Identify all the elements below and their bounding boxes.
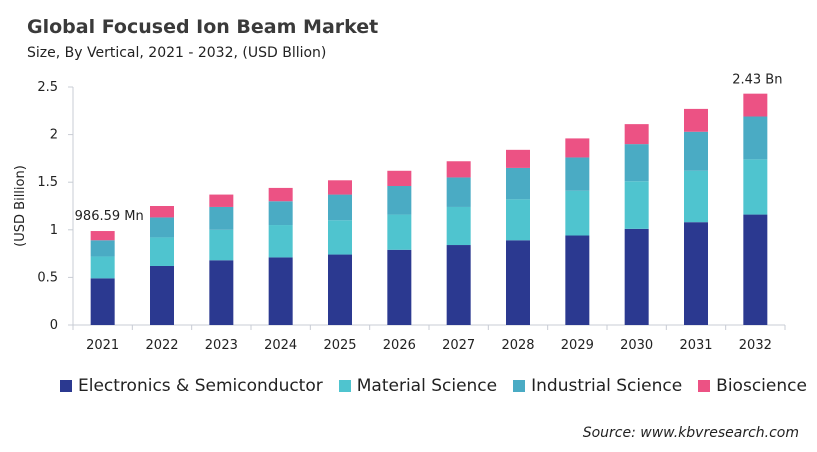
bar-segment	[328, 220, 352, 255]
bar-segment	[268, 225, 293, 258]
bar-segment	[209, 206, 234, 230]
bar-segment	[624, 124, 649, 145]
legend-item: Industrial Science	[513, 376, 682, 396]
legend-swatch	[60, 380, 72, 392]
bar-segment	[90, 231, 115, 241]
legend-item: Bioscience	[698, 376, 807, 396]
y-tick-label: 2.5	[37, 80, 58, 95]
bar-segment	[506, 167, 530, 200]
y-tick-label: 2	[50, 128, 58, 143]
x-tick-label: 2024	[264, 338, 297, 353]
bar-segment	[150, 206, 174, 218]
bar-segment	[446, 177, 471, 207]
y-tick-label: 0	[50, 318, 58, 333]
bar-segment	[446, 161, 471, 178]
bar-segment	[743, 93, 768, 117]
bar-segment	[684, 108, 708, 132]
bar-segment	[387, 214, 412, 250]
legend-label: Bioscience	[716, 376, 807, 396]
chart-subtitle: Size, By Vertical, 2021 - 2032, (USD Bll…	[27, 45, 327, 61]
bar-segment	[328, 254, 352, 325]
x-tick-label: 2028	[501, 338, 534, 353]
bar-segment	[624, 181, 649, 229]
y-axis-label: (USD Billion)	[13, 165, 28, 247]
y-tick-label: 1	[50, 223, 58, 238]
bar-segment	[209, 260, 234, 325]
bar-segment	[328, 180, 352, 195]
bar-segment	[209, 229, 234, 261]
legend-item: Material Science	[338, 376, 498, 396]
bar-segment	[624, 228, 649, 325]
x-tick-label: 2022	[145, 338, 178, 353]
bar-segment	[684, 131, 708, 171]
x-tick-label: 2030	[620, 338, 653, 353]
bar-segment	[684, 222, 708, 325]
bar-segment	[565, 138, 590, 158]
data-label: 986.59 Mn	[75, 209, 144, 224]
bar-segment	[268, 187, 293, 202]
bar-segment	[565, 235, 590, 325]
bar-segment	[387, 249, 412, 325]
bar-segment	[90, 240, 115, 257]
x-tick-label: 2031	[679, 338, 712, 353]
x-tick-label: 2021	[86, 338, 119, 353]
source-note: Source: www.kbvresearch.com	[582, 425, 799, 441]
legend-swatch	[513, 380, 526, 392]
legend-swatch	[698, 380, 711, 392]
bar-segment	[446, 245, 471, 325]
bar-segment	[624, 144, 649, 182]
bar-segment	[743, 159, 768, 215]
y-tick-label: 1.5	[37, 175, 58, 190]
x-tick-label: 2032	[739, 338, 772, 353]
bar-segment	[565, 190, 590, 236]
legend-label: Electronics & Semiconductor	[78, 376, 323, 396]
bar-segment	[506, 149, 530, 168]
x-tick-label: 2026	[383, 338, 416, 353]
bar-segment	[150, 217, 174, 238]
legend-label: Industrial Science	[531, 376, 683, 396]
bar-segment	[150, 265, 174, 325]
bar-segment	[743, 214, 768, 325]
legend: Electronics & Semiconductor Material Scie…	[60, 376, 807, 396]
legend-item: Electronics & Semiconductor	[60, 376, 323, 396]
data-label: 2.43 Bn	[732, 73, 782, 88]
legend-swatch	[338, 380, 351, 392]
bar-segment	[268, 257, 293, 325]
x-tick-label: 2027	[442, 338, 475, 353]
bar-segment	[90, 278, 115, 325]
x-tick-label: 2029	[561, 338, 594, 353]
bar-segment	[268, 201, 293, 226]
y-tick-label: 0.5	[37, 270, 58, 285]
bar-segment	[328, 194, 352, 221]
bar-segment	[506, 199, 530, 241]
bar-segment	[684, 170, 708, 223]
bar-segment	[90, 256, 115, 279]
bar-segment	[209, 194, 234, 207]
bar-segment	[506, 240, 530, 325]
bar-segment	[743, 116, 768, 160]
bar-segment	[150, 237, 174, 266]
bar-segment	[387, 170, 412, 187]
x-tick-label: 2025	[323, 338, 356, 353]
bar-segment	[446, 206, 471, 246]
bar-segment	[565, 157, 590, 191]
x-tick-label: 2023	[205, 338, 238, 353]
bar-segment	[387, 186, 412, 215]
legend-label: Material Science	[356, 376, 498, 396]
chart-title: Global Focused Ion Beam Market	[27, 16, 379, 38]
